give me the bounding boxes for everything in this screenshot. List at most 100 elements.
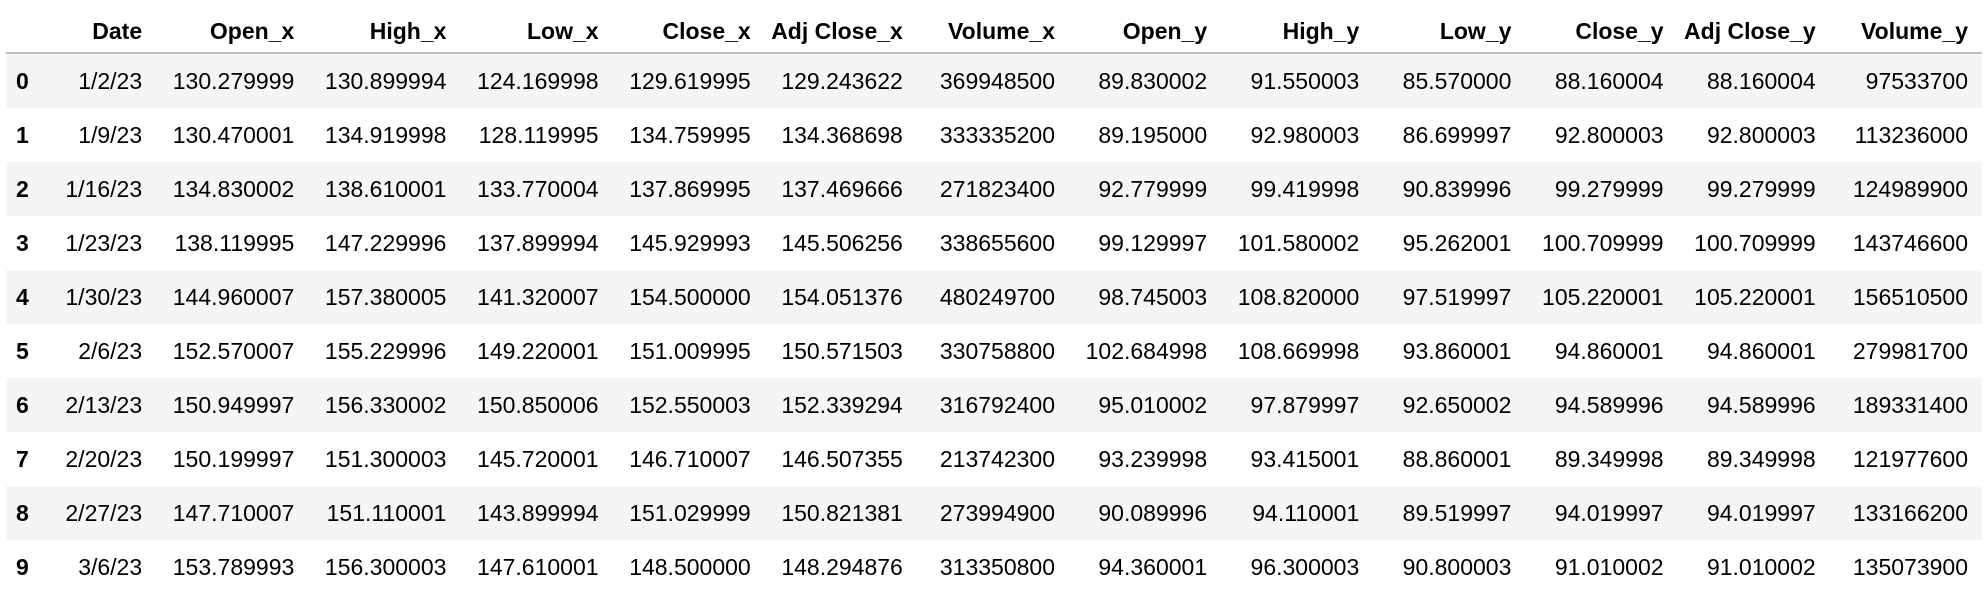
column-header-low-x: Low_x [460,10,613,54]
table-cell: 150.821381 [781,499,903,526]
row-index: 3 [16,229,29,256]
table-cell: 91.550003 [1250,67,1360,94]
table-cell: 151.110001 [326,499,447,526]
table-cell: 100.709999 [1542,229,1664,256]
table-cell: 149.220001 [477,337,599,364]
table-cell: 2/13/23 [65,391,143,418]
table-cell: 152.570007 [172,337,295,364]
table-cell: 94.860001 [1554,337,1664,364]
table-cell: 480249700 [939,283,1055,310]
table-cell: 1/16/23 [65,175,143,202]
row-index: 0 [16,67,29,94]
column-header-open-x: Open_x [156,10,309,54]
column-header-volume-y: Volume_y [1829,10,1982,54]
table-cell: 99.419998 [1250,175,1360,202]
table-cell: 94.019997 [1706,499,1816,526]
table-row: 6 2/13/23 150.949997 156.330002 150.850006 15… [6,378,1982,432]
column-header-high-x: High_x [308,10,461,54]
table-cell: 138.119995 [174,229,295,256]
table-cell: 151.300003 [324,445,447,472]
table-row: 4 1/30/23 144.960007 157.380005 141.320007 15… [6,270,1982,324]
table-cell: 130.470001 [172,121,295,148]
table-cell: 130.279999 [172,67,295,94]
table-cell: 144.960007 [172,283,295,310]
table-cell: 137.469666 [781,175,903,202]
table-cell: 213742300 [939,445,1055,472]
table-cell: 1/23/23 [65,229,143,256]
table-cell: 146.507355 [781,445,903,472]
table-cell: 333335200 [939,121,1055,148]
table-cell: 134.759995 [629,121,751,148]
table-cell: 3/6/23 [78,553,143,580]
table-cell: 97.519997 [1402,283,1512,310]
table-cell: 94.860001 [1706,337,1816,364]
table-cell: 157.380005 [324,283,447,310]
index-column-header [6,10,47,54]
table-row: 8 2/27/23 147.710007 151.110001 143.899994 15… [6,486,1982,540]
table-cell: 152.339294 [781,391,903,418]
table-cell: 95.010002 [1098,391,1208,418]
table-cell: 1/9/23 [78,121,143,148]
table-cell: 105.220001 [1694,283,1816,310]
table-cell: 97.879997 [1250,391,1360,418]
table-cell: 98.745003 [1098,283,1208,310]
column-header-adj-close-x: Adj Close_x [764,10,917,54]
table-cell: 90.089996 [1098,499,1208,526]
table-cell: 108.669998 [1237,337,1360,364]
table-cell: 134.919998 [324,121,447,148]
table-cell: 189331400 [1852,391,1968,418]
header-row: Date Open_x High_x Low_x Close_x Adj Clo… [6,10,1982,54]
table-cell: 124.169998 [477,67,599,94]
table-cell: 279981700 [1852,337,1968,364]
column-header-close-y: Close_y [1525,10,1678,54]
table-cell: 102.684998 [1085,337,1208,364]
row-index: 8 [16,499,29,526]
table-cell: 155.229996 [324,337,447,364]
table-cell: 150.199997 [172,445,295,472]
table-cell: 151.029999 [629,499,751,526]
table-cell: 92.980003 [1250,121,1360,148]
table-cell: 90.839996 [1402,175,1512,202]
table-cell: 105.220001 [1542,283,1664,310]
table-cell: 99.279999 [1706,175,1816,202]
row-index: 9 [16,553,29,580]
row-index: 7 [16,445,29,472]
table-cell: 100.709999 [1694,229,1816,256]
table-cell: 154.051376 [781,283,903,310]
table-cell: 85.570000 [1402,67,1512,94]
table-cell: 154.500000 [629,283,751,310]
column-header-high-y: High_y [1221,10,1374,54]
table-cell: 113236000 [1854,121,1968,148]
table-cell: 91.010002 [1554,553,1664,580]
table-row: 9 3/6/23 153.789993 156.300003 147.610001 148… [6,540,1982,594]
table-cell: 141.320007 [477,283,599,310]
table-cell: 89.349998 [1706,445,1816,472]
table-cell: 92.800003 [1706,121,1816,148]
table-cell: 147.610001 [477,553,599,580]
table-cell: 92.650002 [1402,391,1512,418]
table-cell: 156.300003 [324,553,447,580]
table-cell: 156.330002 [324,391,447,418]
table-cell: 129.619995 [629,67,751,94]
table-row: 1 1/9/23 130.470001 134.919998 128.119995 134… [6,108,1982,162]
table-cell: 133166200 [1852,499,1968,526]
table-cell: 89.519997 [1402,499,1512,526]
table-cell: 369948500 [939,67,1055,94]
table-cell: 338655600 [939,229,1055,256]
table-cell: 143746600 [1852,229,1968,256]
table-cell: 94.589996 [1554,391,1664,418]
table-cell: 137.869995 [629,175,751,202]
table-cell: 94.019997 [1554,499,1664,526]
table-cell: 147.710007 [172,499,295,526]
table-cell: 129.243622 [781,67,903,94]
table-cell: 133.770004 [477,175,599,202]
table-cell: 134.368698 [781,121,903,148]
table-cell: 124989900 [1852,175,1968,202]
table-cell: 273994900 [939,499,1055,526]
table-row: 7 2/20/23 150.199997 151.300003 145.720001 14… [6,432,1982,486]
column-header-date: Date [46,10,157,54]
table-cell: 2/6/23 [78,337,143,364]
row-index: 6 [16,391,29,418]
table-row: 5 2/6/23 152.570007 155.229996 149.220001 151… [6,324,1982,378]
column-header-close-x: Close_x [612,10,765,54]
